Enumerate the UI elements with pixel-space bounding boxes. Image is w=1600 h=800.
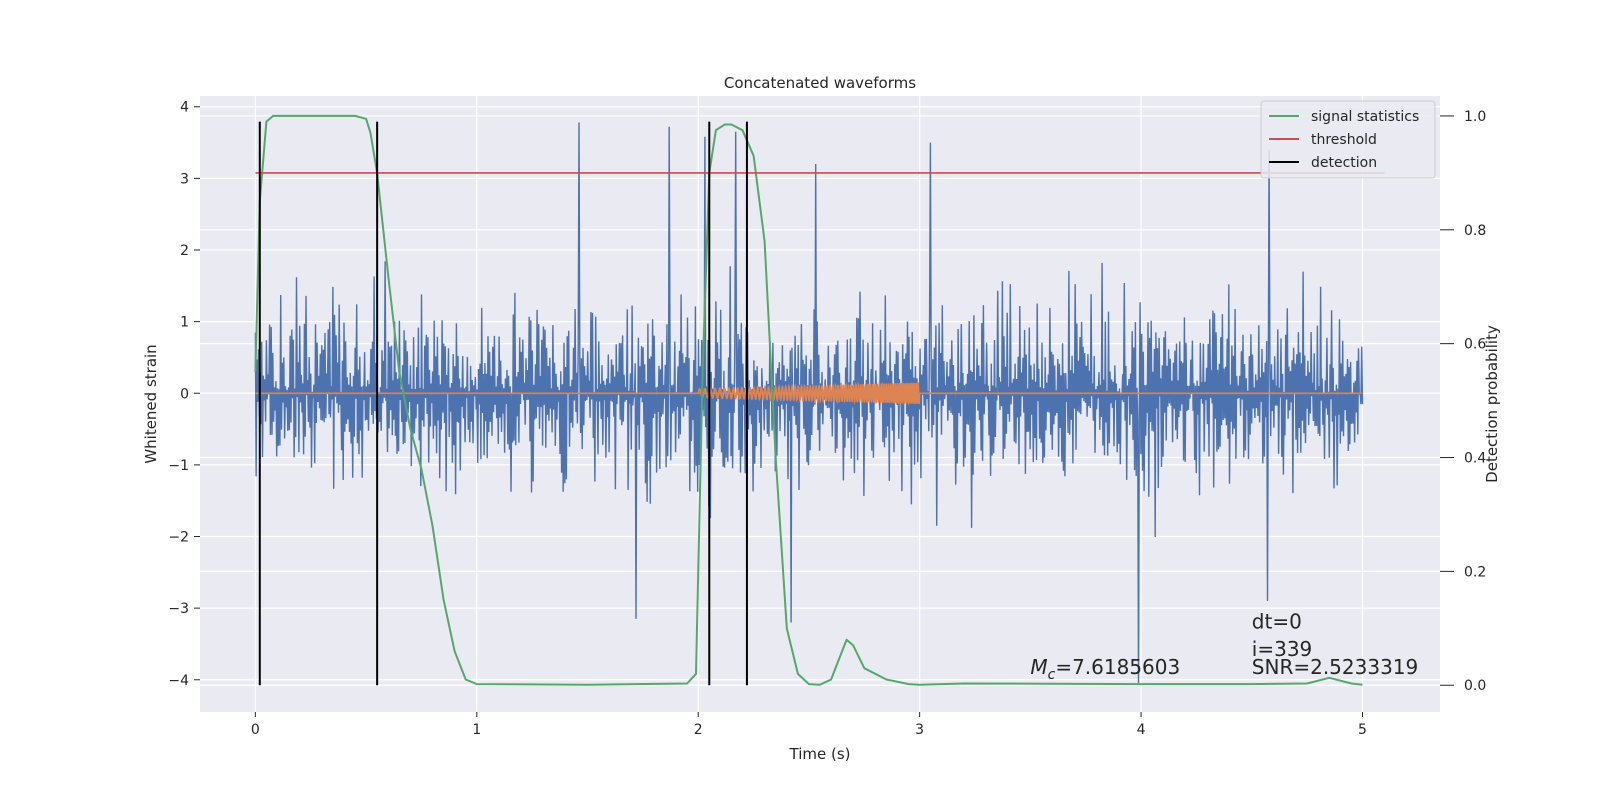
y-tick-label-right: 0.8: [1464, 223, 1486, 239]
y-tick-label-left: 1: [180, 315, 189, 331]
x-tick-label: 2: [694, 722, 703, 738]
y-tick-label-left: 4: [180, 100, 189, 116]
y-tick-label-right: 0.6: [1464, 337, 1486, 353]
y-tick-label-left: 3: [180, 171, 189, 187]
series-injected-waveform: [697, 381, 921, 406]
chart-title: Concatenated waveforms: [724, 74, 916, 92]
x-tick-label: 0: [251, 722, 260, 738]
series-whitened-strain-noise: [254, 122, 1364, 684]
y-tick-label-left: −2: [168, 530, 189, 546]
x-tick-label: 3: [915, 722, 924, 738]
y-axis-label-left: Whitened strain: [142, 344, 160, 463]
legend-label-threshold: threshold: [1311, 132, 1377, 148]
x-tick-label: 1: [472, 722, 481, 738]
y-tick-label-left: −1: [168, 458, 189, 474]
y-tick-label-right: 0.0: [1464, 678, 1486, 694]
y-tick-label-left: −3: [168, 601, 189, 617]
legend-box: [1260, 100, 1436, 179]
y-tick-label-right: 1.0: [1464, 109, 1486, 125]
legend: signal statistics threshold detection: [1260, 100, 1436, 179]
x-axis-label: Time (s): [789, 745, 851, 763]
annotation-text: Mc=7.6185603: [1030, 655, 1180, 683]
y-axis-label-right: Detection probability: [1483, 325, 1501, 483]
axis-ticks: 0 1 2 3 4 5 −4 −3 −2 −1 0 1 2 3 4 0.0 0.2 0.4 0.6 0.8 1.0: [168, 100, 1486, 738]
y-tick-label-left: 0: [180, 386, 189, 402]
series-layer: [254, 114, 1385, 686]
legend-label-signal-statistics: signal statistics: [1311, 109, 1419, 125]
y-tick-label-right: 0.4: [1464, 451, 1486, 467]
annotation-text: i=339: [1252, 637, 1313, 661]
annotation-text: dt=0: [1252, 610, 1302, 634]
legend-label-detection: detection: [1311, 155, 1377, 171]
y-tick-label-left: −4: [168, 673, 189, 689]
x-tick-label: 4: [1137, 722, 1146, 738]
series-signal-statistics: [254, 114, 1363, 686]
y-tick-label-left: 2: [180, 243, 189, 259]
y-tick-label-right: 0.2: [1464, 564, 1486, 580]
x-tick-label: 5: [1358, 722, 1367, 738]
annotation-text: SNR=2.5233319: [1252, 655, 1418, 679]
